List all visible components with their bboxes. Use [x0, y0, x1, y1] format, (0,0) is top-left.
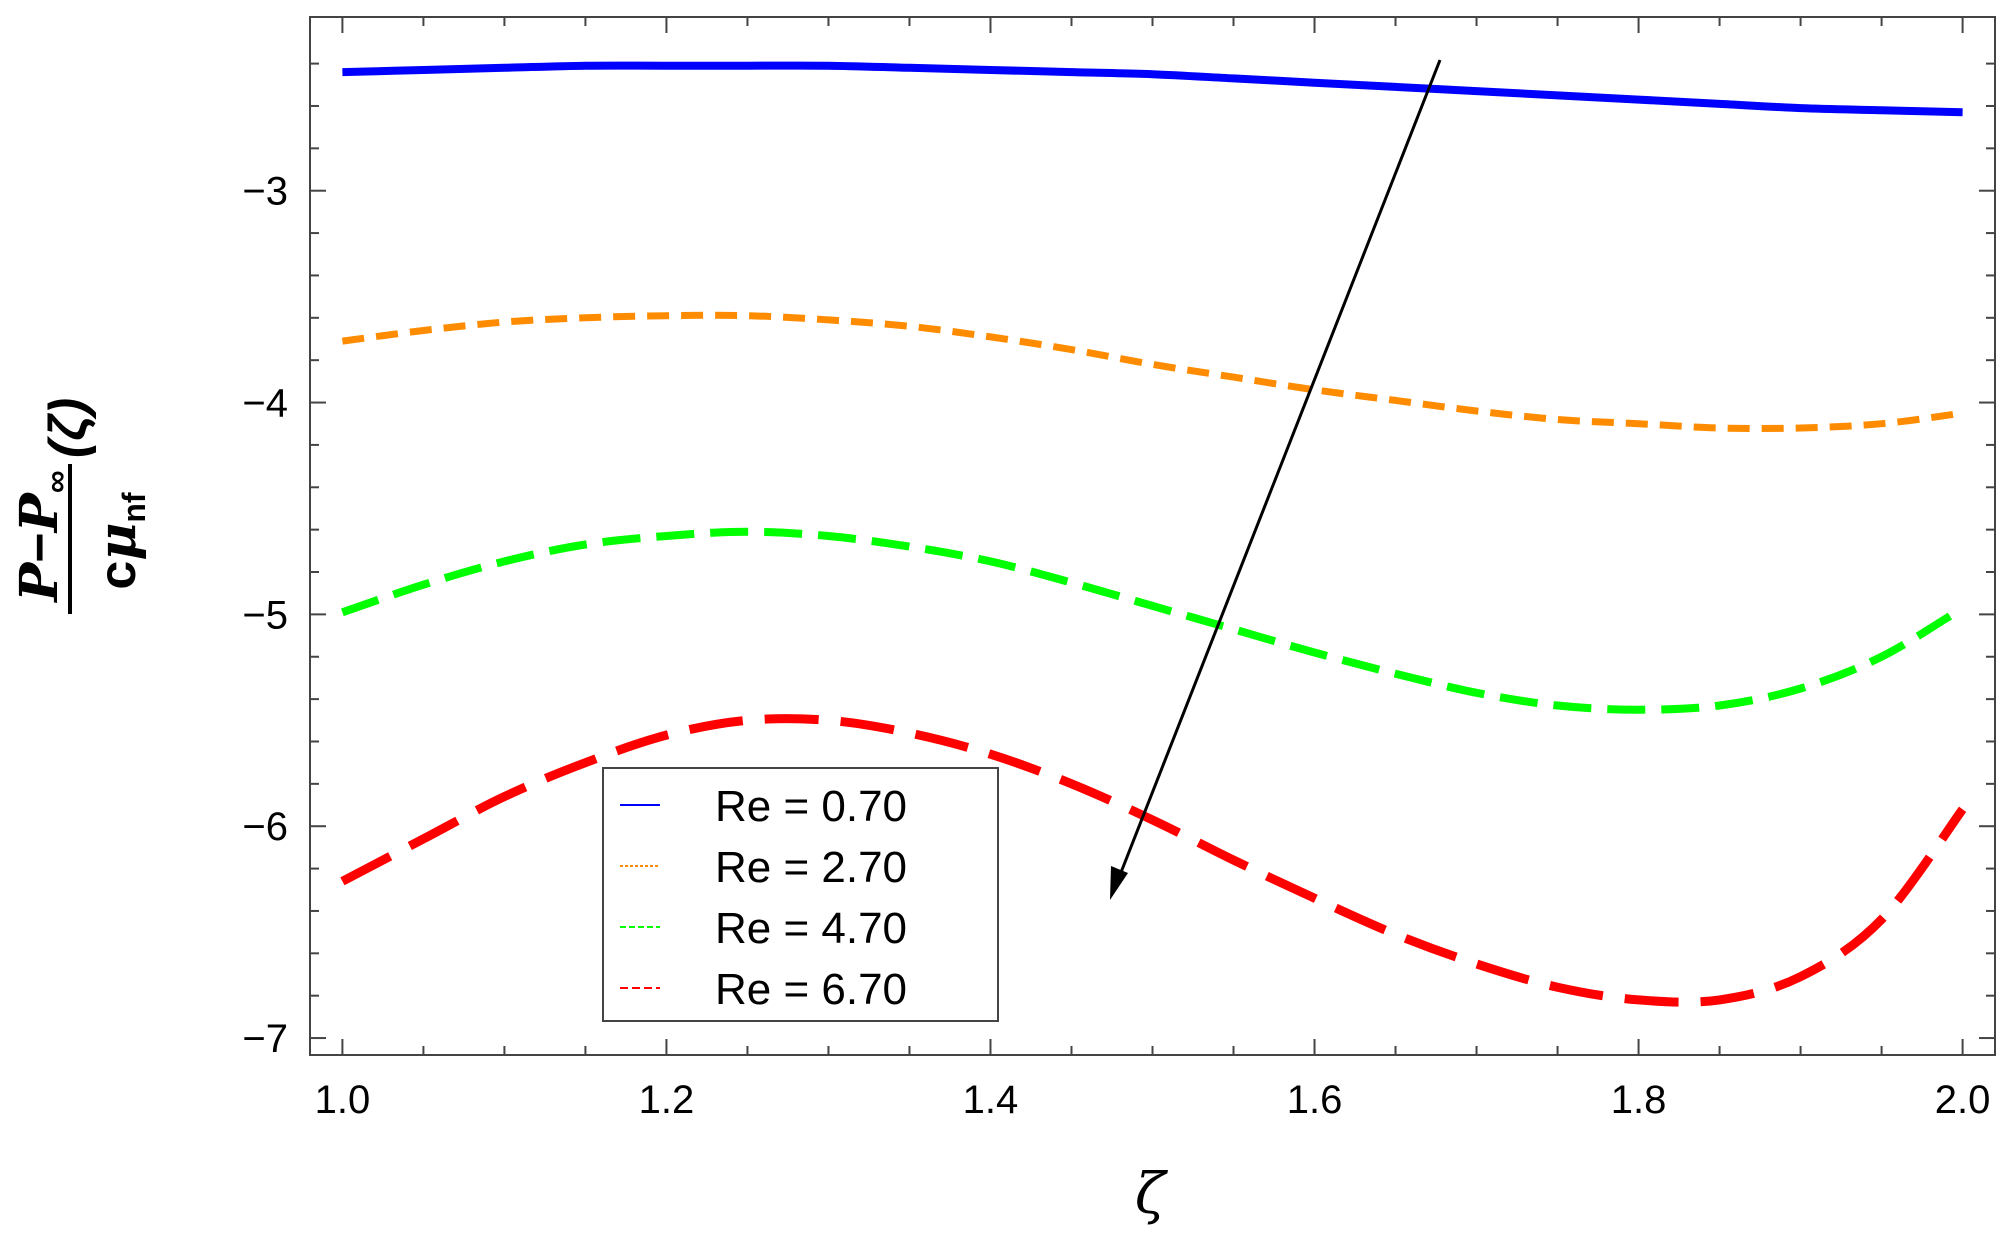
x-tick-label: 2.0	[1935, 1078, 1991, 1122]
y-axis-label: P−P∞ (ζ) cμnf	[9, 398, 152, 614]
legend: Re = 0.70 Re = 2.70 Re = 4.70 Re = 6.70	[602, 767, 999, 1022]
x-tick-label: 1.2	[639, 1078, 695, 1122]
trend-arrow	[1110, 59, 1442, 900]
y-label-infinity: ∞	[38, 470, 74, 493]
legend-items: Re = 0.70 Re = 2.70 Re = 4.70 Re = 6.70	[620, 782, 907, 1014]
series-line	[341, 527, 1965, 714]
y-axis-label-numerator: P−P∞	[9, 470, 74, 603]
series-layer	[340, 61, 1967, 1007]
y-tick-label: −7	[242, 1017, 288, 1061]
x-tick-label: 1.4	[963, 1078, 1019, 1122]
legend-label: Re = 6.70	[715, 965, 907, 1014]
series-line	[340, 714, 1967, 1007]
y-label-minus: −	[11, 532, 69, 562]
trend-arrow-head	[1110, 866, 1128, 900]
y-tick-label: −5	[242, 593, 288, 637]
x-tick-label: 1.8	[1611, 1078, 1667, 1122]
legend-label: Re = 2.70	[715, 843, 907, 892]
y-axis-label-denominator: cμnf	[87, 492, 152, 590]
x-tick-label: 1.0	[315, 1078, 371, 1122]
series-line	[342, 61, 1963, 117]
y-label-p1: P	[9, 561, 70, 604]
y-axis-label-suffix: (ζ)	[39, 398, 97, 458]
x-axis-ticks: 1.0 1.2 1.4 1.6 1.8 2.0	[315, 17, 1991, 1122]
plot-frame	[309, 16, 1996, 1056]
y-tick-label: −3	[242, 170, 288, 214]
legend-box	[602, 767, 999, 1022]
y-axis-ticks: −7 −6 −5 −4 −3	[242, 62, 1995, 1061]
series-line	[341, 311, 1964, 433]
x-axis-label: ζ	[1135, 1162, 1169, 1227]
x-tick-label: 1.6	[1287, 1078, 1343, 1122]
y-label-mu: μ	[87, 523, 148, 561]
y-label-p2: P	[9, 491, 70, 534]
legend-label: Re = 4.70	[715, 904, 907, 953]
y-tick-label: −4	[242, 382, 288, 426]
trend-arrow-shaft	[1116, 59, 1442, 881]
y-tick-label: −6	[242, 805, 288, 849]
legend-label: Re = 0.70	[715, 782, 907, 831]
y-label-nf: nf	[116, 492, 152, 523]
y-label-c: c	[89, 561, 147, 590]
